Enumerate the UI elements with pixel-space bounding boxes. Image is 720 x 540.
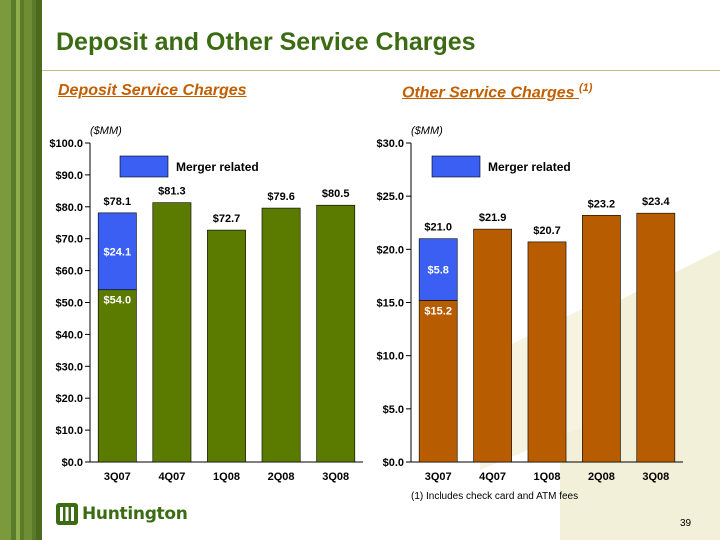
deposit-y-tick-label: $10.0 [55,425,83,437]
chart-title-other-footnote-marker: (1) [578,82,593,94]
deposit-y-tick-label: $0.0 [62,457,83,469]
other-y-tick-label: $15.0 [376,298,404,310]
other-x-tick-label-3Q08: 3Q08 [642,471,669,483]
other-bar-3Q07-series-0 [418,300,458,463]
other-bar-3Q07-series-1 [418,238,458,301]
deposit-segment-label-3Q07-0: $54.0 [104,295,132,307]
other-segment-label-3Q07-0: $15.2 [424,305,452,317]
deposit-y-tick-label: $70.0 [55,234,83,246]
chart-title-other-text: Other Service Charges [402,84,575,102]
deposit-x-tick-label-3Q07: 3Q07 [104,471,131,483]
chart-title-other: Other Service Charges (1) [402,82,592,102]
other-total-label-3Q08: $23.4 [642,196,670,208]
footnote: (1) Includes check card and ATM fees [411,491,579,502]
page-title: Deposit and Other Service Charges [56,28,476,56]
other-x-tick-label-1Q08: 1Q08 [534,471,561,483]
deposit-bar-3Q07-series-0 [97,289,137,463]
chart-title-deposit: Deposit Service Charges [58,82,247,99]
deposit-x-tick-label-4Q07: 4Q07 [158,471,185,483]
other-x-tick-label-2Q08: 2Q08 [588,471,615,483]
deposit-y-tick-label: $30.0 [55,361,83,373]
other-y-tick-label: $20.0 [376,244,404,256]
deposit-total-label-1Q08: $72.7 [213,213,241,225]
deposit-bar-4Q07-series-0 [152,202,192,463]
deposit-bar-3Q07-series-1 [97,212,137,291]
other-y-tick-label: $25.0 [376,191,404,203]
other-total-label-2Q08: $23.2 [588,198,616,210]
other-bar-2Q08-series-0 [582,215,621,463]
deposit-total-label-4Q07: $81.3 [158,186,186,198]
deposit-y-tick-label: $20.0 [55,393,83,405]
deposit-y-tick-label: $50.0 [55,298,83,310]
other-bar-1Q08-series-0 [527,241,567,463]
page-number: 39 [680,518,692,529]
deposit-x-tick-label-3Q08: 3Q08 [322,471,349,483]
other-y-tick-label: $30.0 [376,138,404,150]
deposit-total-label-3Q07: $78.1 [104,196,132,208]
other-total-label-3Q07: $21.0 [424,222,452,234]
unit-label-other: ($MM) [411,125,443,137]
deposit-total-label-2Q08: $79.6 [267,191,295,203]
unit-label-deposit: ($MM) [90,125,122,137]
deposit-legend-label: Merger related [176,160,259,174]
deposit-y-tick-label: $100.0 [49,138,83,150]
deposit-total-label-3Q08: $80.5 [322,188,350,200]
deposit-y-tick-label: $90.0 [55,170,83,182]
other-x-tick-label-4Q07: 4Q07 [479,471,506,483]
other-bar-4Q07-series-0 [473,228,512,463]
logo-mark-icon [56,503,78,525]
other-legend-label: Merger related [488,160,571,174]
deposit-x-tick-label-1Q08: 1Q08 [213,471,240,483]
deposit-bar-3Q08-series-0 [316,204,356,463]
other-x-tick-label-3Q07: 3Q07 [425,471,452,483]
huntington-logo: Huntington [56,503,188,525]
deposit-segment-label-3Q07-1: $24.1 [104,246,132,258]
other-bar-3Q08-series-0 [636,212,676,463]
other-total-label-4Q07: $21.9 [479,212,507,224]
other-legend-swatch [431,155,481,178]
deposit-y-tick-label: $80.0 [55,202,83,214]
deposit-bar-2Q08-series-0 [261,207,301,463]
deposit-y-tick-label: $60.0 [55,266,83,278]
other-segment-label-3Q07-1: $5.8 [427,265,448,277]
logo-text: Huntington [82,504,188,524]
deposit-x-tick-label-2Q08: 2Q08 [268,471,295,483]
other-y-tick-label: $10.0 [376,351,404,363]
other-y-tick-label: $0.0 [383,457,404,469]
deposit-y-tick-label: $40.0 [55,329,83,341]
deposit-legend-swatch [119,155,169,178]
decorative-side-bar [0,0,42,540]
other-y-tick-label: $5.0 [383,404,404,416]
deposit-bar-1Q08-series-0 [207,229,246,463]
title-divider [42,70,720,71]
other-total-label-1Q08: $20.7 [533,225,561,237]
